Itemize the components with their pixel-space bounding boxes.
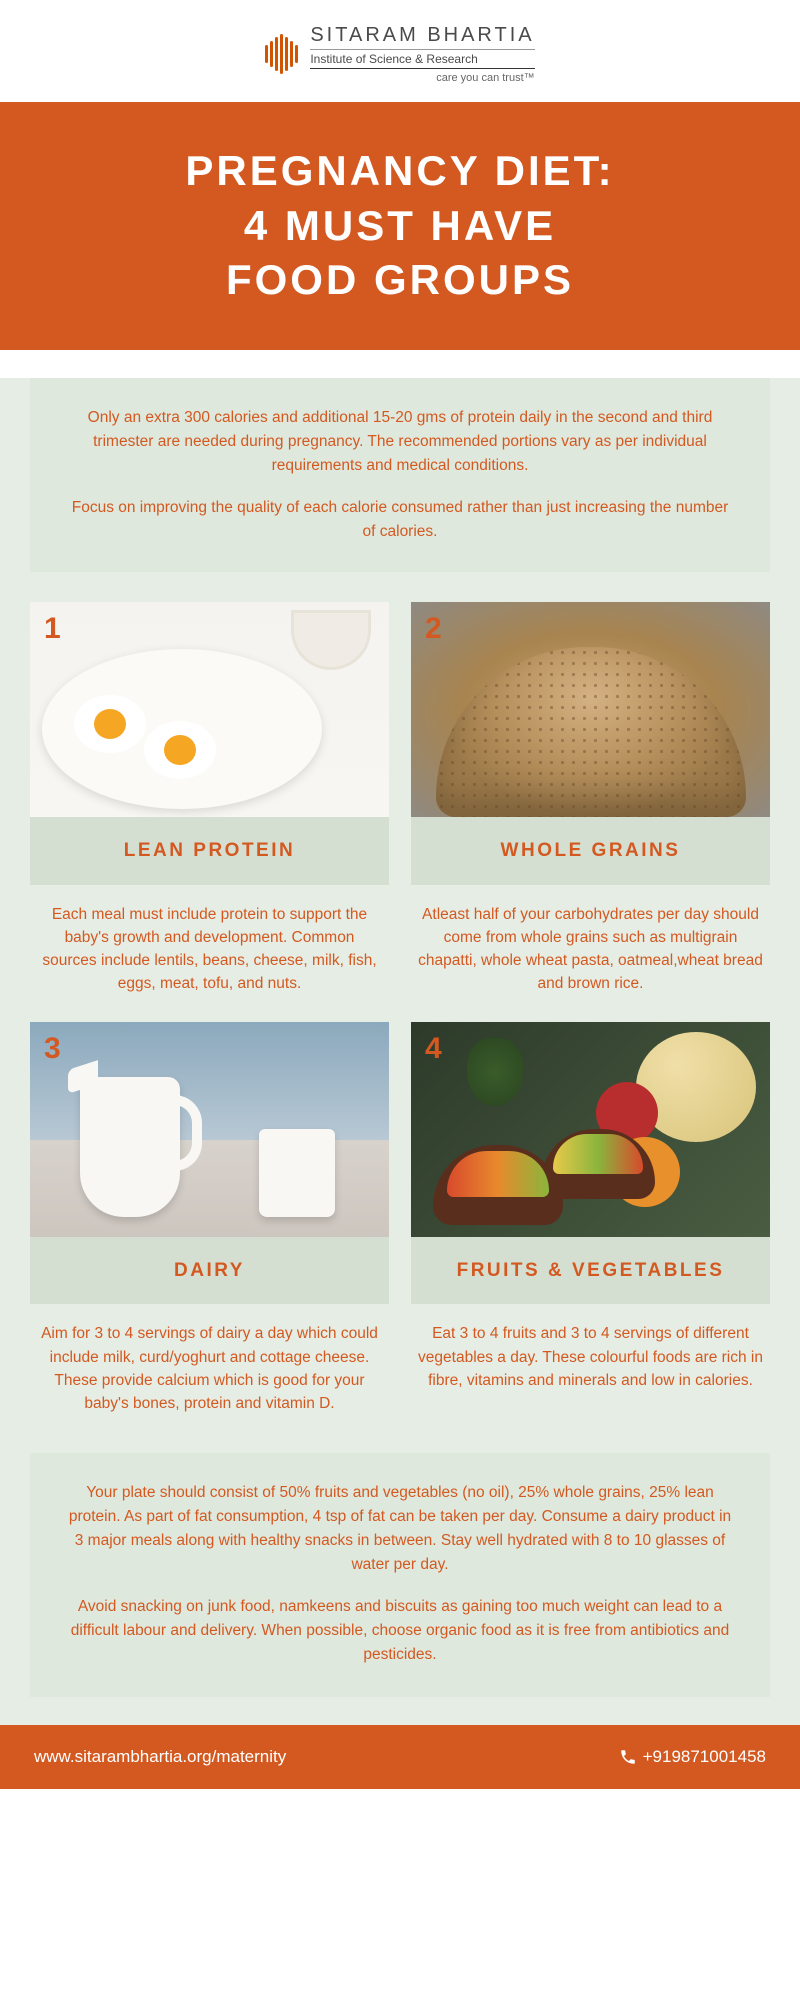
card-description: Eat 3 to 4 fruits and 3 to 4 servings of… [411,1304,770,1396]
card-number: 2 [425,612,442,646]
lean-protein-image: 1 [30,602,389,817]
card-dairy: 3 DAIRY Aim for 3 to 4 servings of dairy… [30,1022,389,1420]
logo-title: SITARAM BHARTIA [310,24,534,47]
whole-grains-image: 2 [411,602,770,817]
footer-url[interactable]: www.sitarambhartia.org/maternity [34,1747,286,1767]
card-description: Atleast half of your carbohydrates per d… [411,885,770,1000]
card-title-bar: DAIRY [30,1237,389,1305]
card-title-bar: LEAN PROTEIN [30,817,389,885]
intro-paragraph-2: Focus on improving the quality of each c… [64,496,736,544]
card-lean-protein: 1 LEAN PROTEIN Each meal must include pr… [30,602,389,1000]
phone-icon [619,1748,637,1766]
intro-box: Only an extra 300 calories and additiona… [30,378,770,572]
outro-paragraph-2: Avoid snacking on junk food, namkeens an… [66,1595,734,1667]
card-title-bar: FRUITS & VEGETABLES [411,1237,770,1305]
logo-section: SITARAM BHARTIA Institute of Science & R… [0,0,800,102]
card-fruits-vegetables: 4 FRUITS & VEGETABLES Eat 3 to 4 fruits … [411,1022,770,1420]
footer-phone[interactable]: +919871001458 [619,1747,766,1767]
outro-paragraph-1: Your plate should consist of 50% fruits … [66,1481,734,1577]
logo: SITARAM BHARTIA Institute of Science & R… [265,24,534,84]
card-whole-grains: 2 WHOLE GRAINS Atleast half of your carb… [411,602,770,1000]
fruits-vegetables-image: 4 [411,1022,770,1237]
logo-tagline: care you can trust™ [310,68,534,84]
card-number: 4 [425,1032,442,1066]
logo-subtitle: Institute of Science & Research [310,49,534,66]
card-title: FRUITS & VEGETABLES [421,1259,760,1283]
content-area: Only an extra 300 calories and additiona… [0,378,800,1790]
dairy-image: 3 [30,1022,389,1237]
card-title: DAIRY [40,1259,379,1283]
card-number: 3 [44,1032,61,1066]
logo-mark-icon [265,34,298,74]
card-title: LEAN PROTEIN [40,839,379,863]
intro-paragraph-1: Only an extra 300 calories and additiona… [64,406,736,478]
food-groups-grid: 1 LEAN PROTEIN Each meal must include pr… [0,596,800,1444]
footer-phone-number: +919871001458 [643,1747,766,1767]
card-title-bar: WHOLE GRAINS [411,817,770,885]
card-description: Each meal must include protein to suppor… [30,885,389,1000]
outro-box: Your plate should consist of 50% fruits … [30,1453,770,1697]
footer-bar: www.sitarambhartia.org/maternity +919871… [0,1725,800,1789]
card-number: 1 [44,612,61,646]
hero-banner: PREGNANCY DIET:4 MUST HAVEFOOD GROUPS [0,102,800,350]
card-description: Aim for 3 to 4 servings of dairy a day w… [30,1304,389,1419]
page-title: PREGNANCY DIET:4 MUST HAVEFOOD GROUPS [30,144,770,308]
card-title: WHOLE GRAINS [421,839,760,863]
